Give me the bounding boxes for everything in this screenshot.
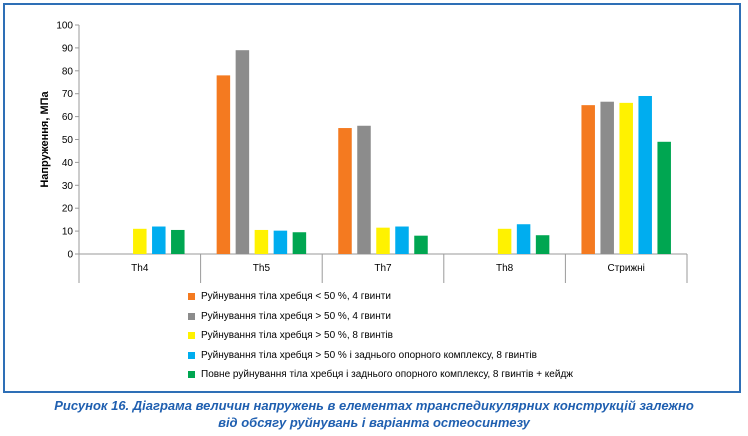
bar [414, 235, 428, 254]
bar [235, 50, 250, 254]
legend-swatch [188, 371, 195, 378]
bar [133, 228, 147, 254]
legend-label: Руйнування тіла хребця < 50 %, 4 гвинти [201, 291, 391, 302]
bar [152, 226, 166, 254]
y-tick-label: 50 [62, 135, 74, 146]
y-tick-label: 0 [67, 250, 73, 261]
y-tick-label: 40 [62, 158, 74, 169]
x-tick-label: Th5 [253, 263, 271, 274]
y-tick-label: 70 [62, 89, 74, 100]
y-tick-label: 30 [62, 181, 74, 192]
y-tick-label: 80 [62, 66, 74, 77]
bar-chart: 0 10 20 30 40 50 60 70 80 90 100 Напруження, МПа Th4… [39, 21, 688, 283]
y-tick-label: 10 [62, 227, 74, 238]
bar [497, 228, 512, 254]
legend-swatch [188, 293, 195, 300]
figure-caption: Рисунок 16. Діаграма величин напружень в… [0, 397, 748, 431]
y-tick-label: 100 [56, 21, 73, 32]
x-tick-label: Стрижні [608, 263, 645, 274]
legend-swatch [188, 312, 195, 320]
bar [357, 125, 371, 254]
bar [638, 95, 652, 255]
bar [395, 226, 409, 254]
x-tick-label: Th7 [374, 263, 392, 274]
legend-swatch [188, 332, 195, 339]
bar [535, 235, 550, 254]
y-tick-label: 60 [62, 112, 74, 123]
bar [376, 227, 390, 254]
bar [338, 128, 352, 254]
caption-line-2: від обсягу руйнувань і варіанта остеосин… [218, 415, 530, 430]
bar [254, 229, 269, 254]
bar [619, 102, 633, 254]
legend-swatch [188, 351, 195, 359]
bar [516, 224, 531, 254]
bar [216, 75, 231, 254]
x-tick-label: Th4 [131, 263, 149, 274]
bar [581, 105, 595, 255]
legend-label: Повне руйнування тіла хребця і заднього … [201, 369, 573, 380]
legend-label: Руйнування тіла хребця > 50 %, 4 гвинти [201, 310, 391, 322]
y-tick-label: 90 [62, 43, 74, 54]
bar [292, 232, 307, 254]
legend-label: Руйнування тіла хребця > 50 % і заднього… [201, 349, 537, 361]
bar [171, 229, 185, 254]
bar [657, 141, 671, 254]
chart-frame [3, 3, 741, 393]
x-tick-label: Th8 [496, 263, 514, 274]
bar [273, 230, 288, 254]
caption-line-1: Рисунок 16. Діаграма величин напружень в… [54, 398, 694, 413]
y-tick-label: 20 [62, 204, 74, 215]
bar [600, 101, 614, 254]
legend-label: Руйнування тіла хребця > 50 %, 8 гвинтів [201, 330, 393, 341]
y-axis-title: Напруження, МПа [39, 90, 51, 187]
